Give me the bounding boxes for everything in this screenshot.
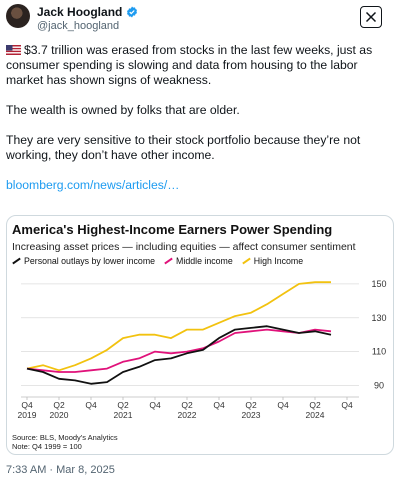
chart-source-text: Source: BLS, Moody's Analytics <box>12 433 118 442</box>
x-tick-year-label: 2020 <box>50 410 69 420</box>
x-tick-label: Q2 <box>117 400 129 410</box>
x-tick-label: Q4 <box>213 400 225 410</box>
x-tick-label: Q2 <box>245 400 257 410</box>
x-tick-year-label: 2023 <box>242 410 261 420</box>
series-line-personal-outlays-by-lower-income <box>26 325 332 385</box>
article-link[interactable]: bloomberg.com/news/articles/… <box>6 178 180 192</box>
y-tick-label: 150 <box>371 279 386 289</box>
x-tick-label: Q4 <box>277 400 289 410</box>
x-logo-icon[interactable] <box>360 6 382 28</box>
tweet-header: Jack Hoogland @jack_hoogland <box>0 0 400 40</box>
chart-subtitle: Increasing asset prices — including equi… <box>12 241 356 253</box>
series-line-middle-income <box>26 328 332 373</box>
x-tick-label: Q4 <box>85 400 97 410</box>
tweet-paragraph-1: $3.7 trillion was erased from stocks in … <box>6 43 373 87</box>
chart-source: Source: BLS, Moody's Analytics Note: Q4 … <box>12 433 118 451</box>
chart-title: America's Highest-Income Earners Power S… <box>12 222 333 237</box>
author-handle[interactable]: @jack_hoogland <box>37 20 120 32</box>
legend-item: Middle income <box>164 256 233 266</box>
legend-item: Personal outlays by lower income <box>12 256 155 266</box>
author-avatar[interactable] <box>6 4 30 28</box>
y-tick-label: 90 <box>374 381 384 391</box>
x-tick-label: Q2 <box>181 400 193 410</box>
tweet-paragraph-3: They are very sensitive to their stock p… <box>6 133 361 162</box>
y-tick-label: 130 <box>371 313 386 323</box>
legend-label: Middle income <box>176 256 233 266</box>
x-tick-year-label: 2022 <box>178 410 197 420</box>
legend-item: High Income <box>242 256 303 266</box>
x-tick-year-label: 2019 <box>18 410 37 420</box>
y-tick-label: 110 <box>372 347 386 357</box>
x-tick-label: Q2 <box>309 400 321 410</box>
x-tick-label: Q4 <box>21 400 33 410</box>
author-name[interactable]: Jack Hoogland <box>37 5 123 19</box>
legend-label: Personal outlays by lower income <box>24 256 156 266</box>
legend-label: High Income <box>253 256 304 266</box>
chart-card[interactable]: 90 110 130 150 Q4 2019 Q2 2020 Q4 Q2 2021 Q4 Q2 2022 Q… <box>6 215 394 455</box>
chart-legend: Personal outlays by lower income Middle i… <box>12 256 303 266</box>
x-tick-year-label: 2024 <box>306 410 325 420</box>
chart-note-text: Note: Q4 1999 = 100 <box>12 442 82 451</box>
legend-swatch <box>12 257 21 265</box>
author-name-row: Jack Hoogland <box>37 5 138 19</box>
tweet-paragraph: $3.7 trillion was erased from stocks in … <box>6 43 396 88</box>
x-glyph-icon <box>365 11 377 23</box>
tweet-timestamp[interactable]: 7:33 AM · Mar 8, 2025 <box>6 464 115 476</box>
x-tick-year-label: 2021 <box>114 410 133 420</box>
x-tick-label: Q4 <box>341 400 353 410</box>
series-line-high-income <box>26 281 331 372</box>
tweet-body: $3.7 trillion was erased from stocks in … <box>6 43 396 208</box>
legend-swatch <box>242 257 251 265</box>
legend-swatch <box>164 257 173 265</box>
x-tick-label: Q4 <box>149 400 161 410</box>
tweet-paragraph-2: The wealth is owned by folks that are ol… <box>6 103 240 117</box>
us-flag-icon <box>6 45 21 55</box>
verified-badge-icon <box>127 6 138 18</box>
x-tick-label: Q2 <box>53 400 65 410</box>
